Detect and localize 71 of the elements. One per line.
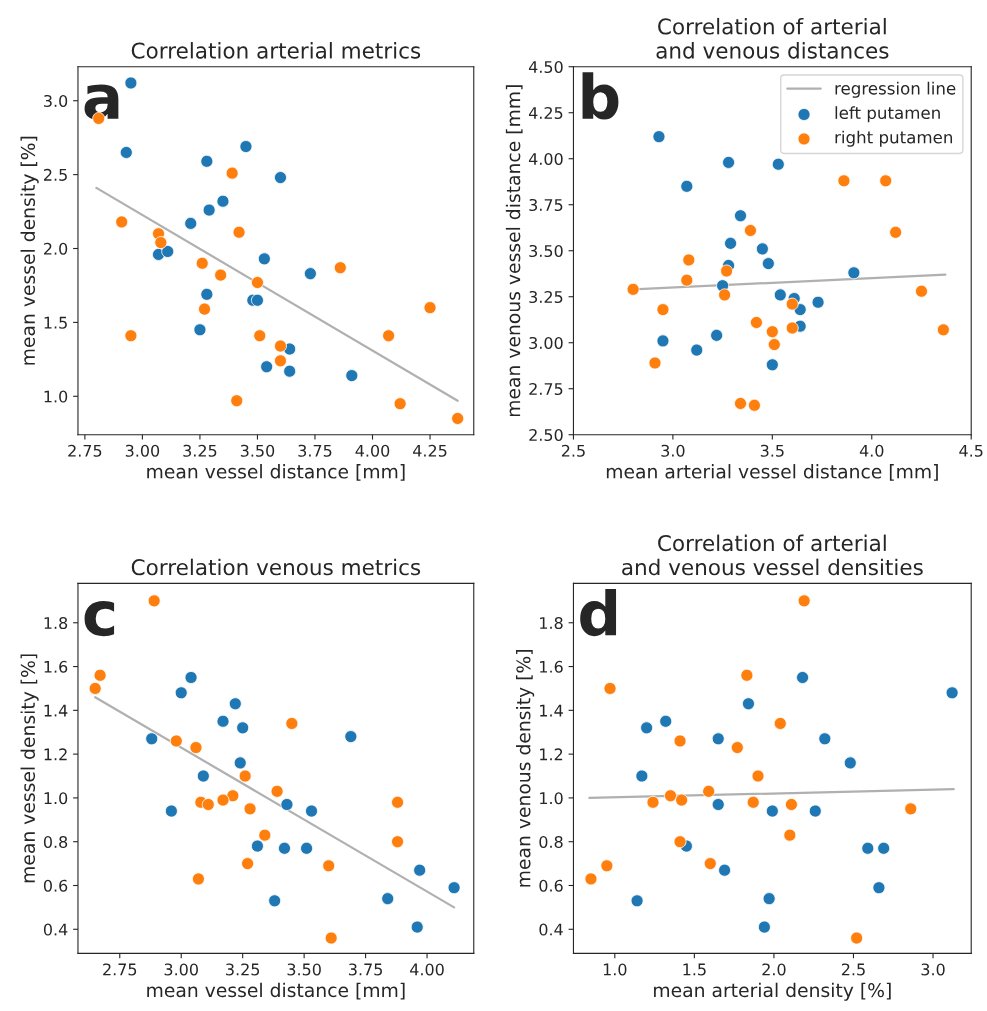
annotation: c	[84, 601, 115, 637]
y-tick-label: 1.0	[540, 792, 563, 805]
chart-title: Correlation arterial metrics	[131, 42, 421, 59]
annotation: b	[582, 72, 619, 120]
legend-label: regression line	[835, 81, 956, 98]
x-tick-label: 2.5	[561, 444, 585, 457]
y-tick-label: 3.0	[44, 94, 68, 108]
y-tick-label: 0.4	[43, 923, 68, 936]
x-tick-label: 2.75	[68, 444, 102, 457]
x-tick-label: 4.00	[355, 444, 390, 457]
legend-label: right putamen	[835, 130, 953, 147]
chart-title: Correlation of arterial and venous distances	[656, 17, 889, 59]
y-tick-label: 1.5	[44, 316, 67, 329]
x-tick-label: 2.0	[762, 963, 786, 976]
x-tick-label: 3.0	[921, 963, 945, 976]
y-tick-label: 0.4	[539, 923, 563, 936]
x-tick-label: 4.5	[959, 444, 983, 457]
x-axis-title: mean arterial density [%]	[654, 982, 891, 1001]
x-axis-title: mean vessel distance [mm]	[147, 464, 405, 481]
x-tick-label: 2.75	[103, 963, 137, 976]
x-tick-label: 4.25	[413, 444, 447, 457]
y-axis-title: mean venous vessel distance [mm]	[505, 85, 523, 417]
x-tick-label: 2.5	[841, 963, 865, 976]
y-axis-title: mean venous density [%]	[516, 650, 535, 887]
x-tick-label: 3.50	[240, 444, 275, 457]
x-tick-label: 3.00	[125, 444, 160, 457]
y-tick-label: 3.25	[529, 290, 563, 304]
y-tick-label: 1.2	[540, 748, 563, 761]
x-tick-label: 3.25	[183, 444, 217, 457]
y-tick-label: 3.75	[529, 198, 563, 212]
x-tick-label: 4.0	[859, 444, 884, 457]
chart-title: Correlation of arterial and venous vessel densities	[622, 534, 923, 576]
y-tick-label: 1.4	[44, 704, 68, 717]
x-axis-title: mean arterial vessel distance [mm]	[606, 464, 938, 481]
y-tick-label: 2.0	[44, 242, 68, 255]
y-tick-label: 1.2	[44, 748, 67, 761]
x-tick-label: 3.00	[164, 963, 198, 976]
y-tick-label: 2.75	[529, 382, 563, 396]
x-axis-title: mean vessel distance [mm]	[147, 982, 405, 1000]
y-tick-label: 1.0	[44, 390, 68, 403]
y-tick-label: 1.6	[540, 660, 563, 673]
x-tick-label: 1.5	[683, 963, 706, 976]
y-tick-label: 2.50	[529, 428, 563, 442]
y-tick-label: 1.6	[44, 660, 68, 673]
y-tick-label: 1.4	[540, 704, 563, 717]
x-tick-label: 3.5	[760, 444, 784, 457]
x-tick-label: 1.0	[603, 963, 627, 976]
legend-label: left putamen	[835, 106, 940, 123]
y-tick-label: 4.25	[528, 106, 563, 120]
y-tick-label: 1.8	[44, 616, 68, 630]
y-tick-label: 0.8	[43, 835, 68, 848]
y-tick-label: 3.00	[529, 336, 563, 350]
x-tick-label: 4.00	[410, 963, 444, 976]
annotation: d	[580, 588, 617, 637]
y-axis-title: mean vessel density [%]	[20, 654, 39, 883]
y-tick-label: 0.6	[43, 879, 68, 892]
x-tick-label: 3.0	[661, 444, 685, 457]
y-tick-label: 2.5	[44, 168, 67, 181]
x-tick-label: 3.75	[298, 444, 332, 457]
y-tick-label: 0.6	[539, 879, 563, 892]
x-tick-label: 3.50	[287, 963, 321, 976]
y-tick-label: 1.0	[44, 792, 68, 805]
y-axis-title: mean vessel density [%]	[20, 136, 39, 365]
x-tick-label: 3.25	[226, 963, 260, 976]
y-tick-label: 3.50	[529, 244, 563, 258]
y-tick-label: 4.50	[528, 60, 563, 74]
y-tick-label: 4.00	[528, 152, 563, 166]
chart-title: Correlation venous metrics	[131, 558, 421, 576]
y-tick-label: 0.8	[539, 835, 563, 848]
x-tick-label: 3.75	[349, 963, 382, 976]
y-tick-label: 1.8	[540, 616, 563, 630]
